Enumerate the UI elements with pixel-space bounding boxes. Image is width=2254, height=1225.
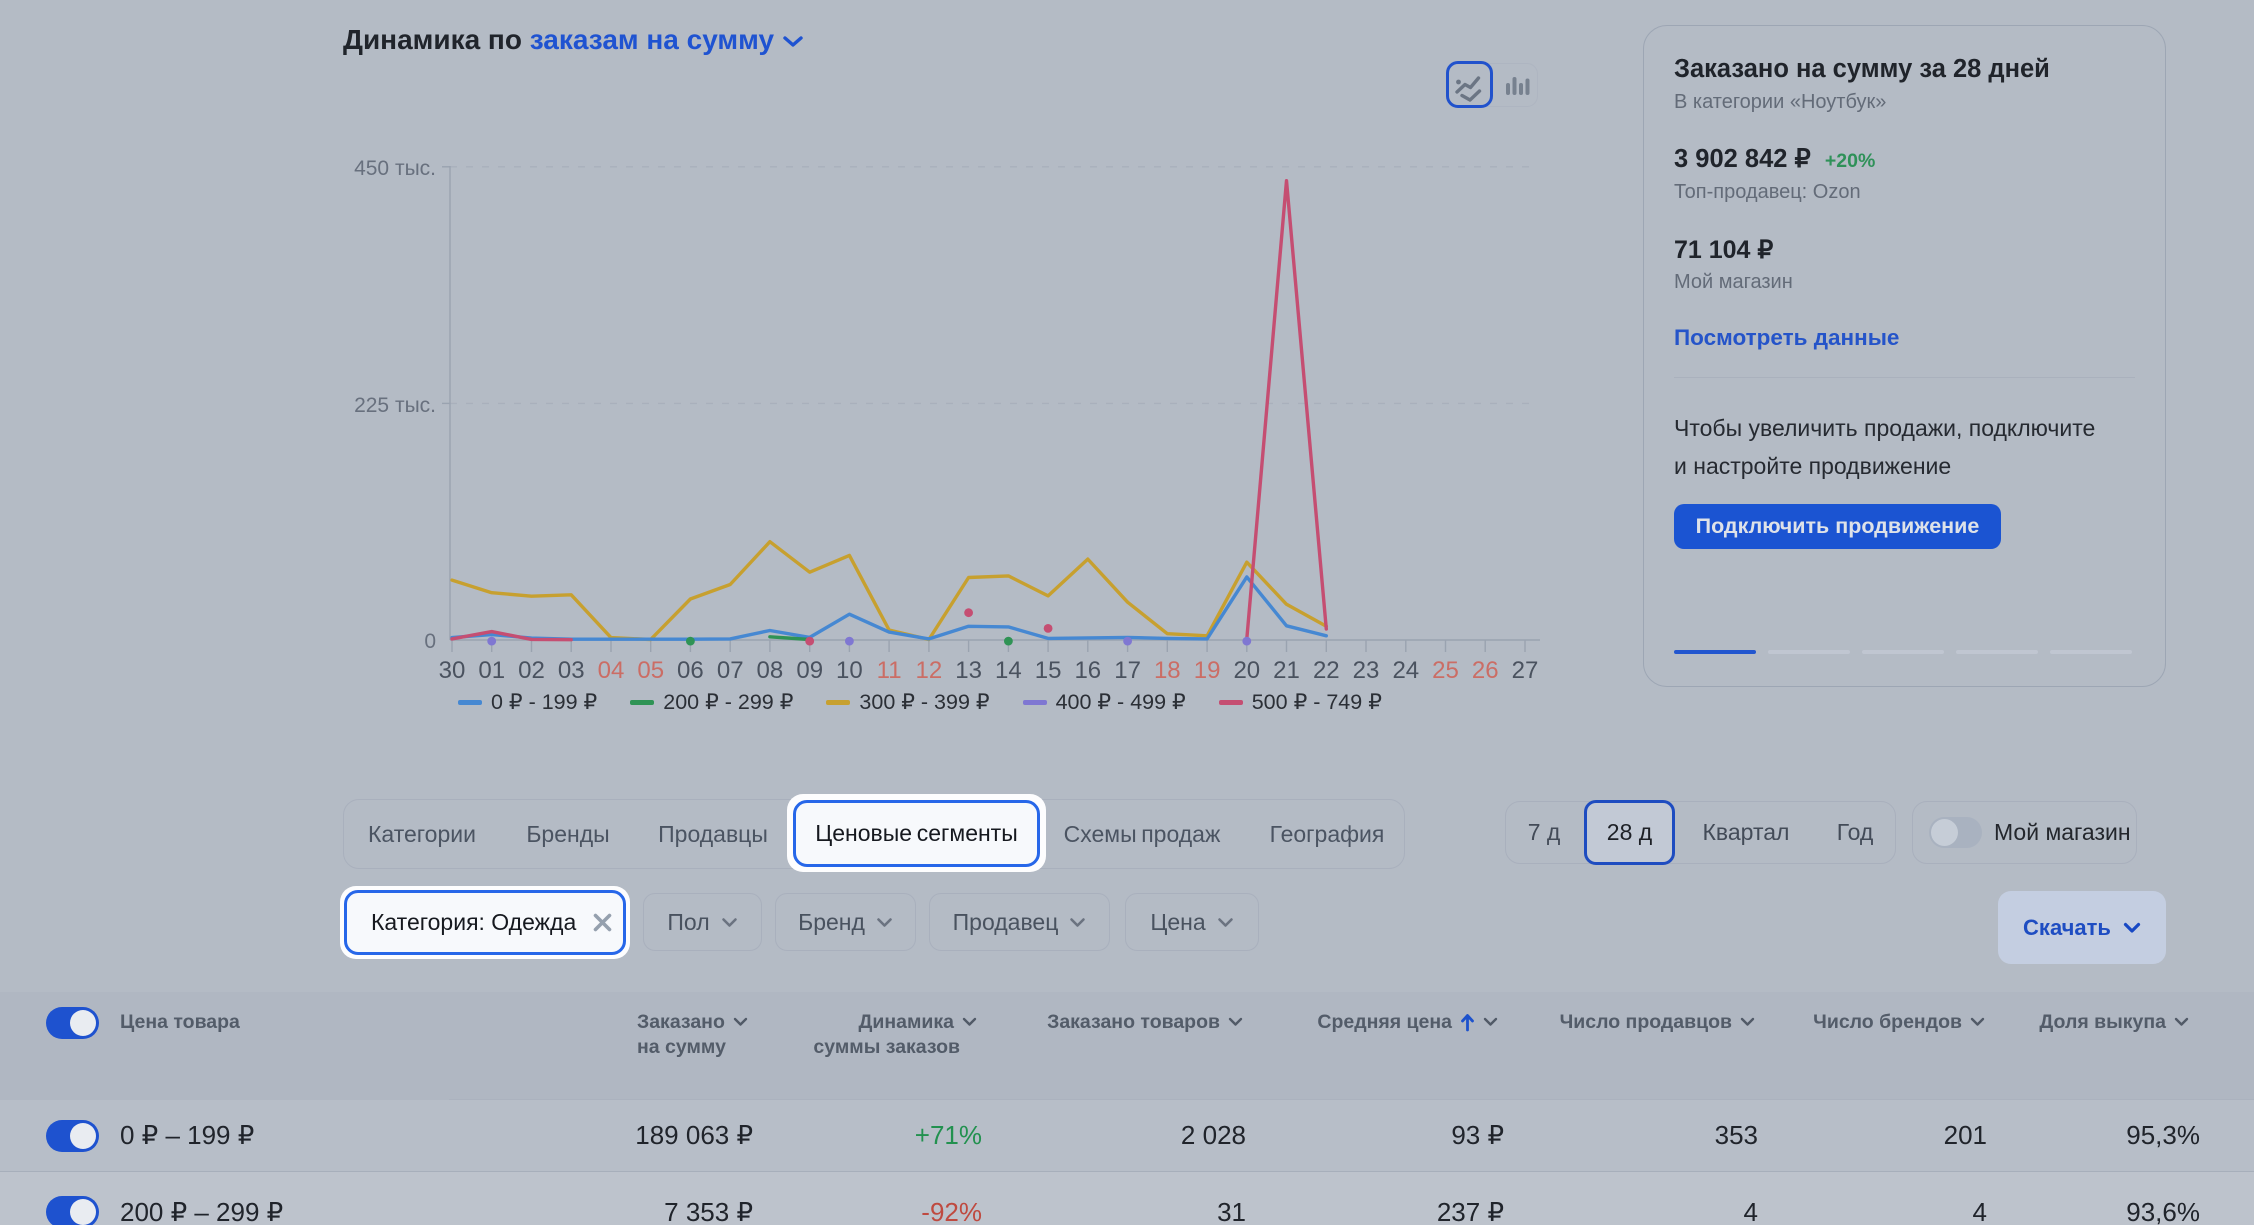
svg-text:25: 25 xyxy=(1432,657,1459,684)
svg-text:19: 19 xyxy=(1194,657,1221,684)
svg-text:17: 17 xyxy=(1114,657,1141,684)
svg-text:15: 15 xyxy=(1035,657,1062,684)
svg-text:26: 26 xyxy=(1472,657,1499,684)
svg-text:10: 10 xyxy=(836,657,863,684)
svg-text:20: 20 xyxy=(1233,657,1260,684)
svg-text:22: 22 xyxy=(1313,657,1340,684)
svg-text:07: 07 xyxy=(717,657,744,684)
svg-text:01: 01 xyxy=(478,657,505,684)
svg-text:12: 12 xyxy=(916,657,943,684)
svg-text:05: 05 xyxy=(637,657,664,684)
svg-text:24: 24 xyxy=(1392,657,1419,684)
svg-text:225 тыс.: 225 тыс. xyxy=(354,394,436,417)
svg-text:16: 16 xyxy=(1074,657,1101,684)
svg-text:14: 14 xyxy=(995,657,1022,684)
svg-text:02: 02 xyxy=(518,657,545,684)
svg-text:06: 06 xyxy=(677,657,704,684)
svg-text:450 тыс.: 450 тыс. xyxy=(354,157,436,180)
svg-text:09: 09 xyxy=(796,657,823,684)
svg-text:23: 23 xyxy=(1353,657,1380,684)
svg-text:21: 21 xyxy=(1273,657,1300,684)
svg-text:03: 03 xyxy=(558,657,585,684)
svg-text:27: 27 xyxy=(1512,657,1539,684)
svg-text:18: 18 xyxy=(1154,657,1181,684)
svg-text:0: 0 xyxy=(424,630,436,653)
svg-text:13: 13 xyxy=(955,657,982,684)
svg-text:30: 30 xyxy=(439,657,466,684)
svg-text:08: 08 xyxy=(757,657,784,684)
svg-text:11: 11 xyxy=(877,657,902,684)
svg-text:04: 04 xyxy=(598,657,625,684)
